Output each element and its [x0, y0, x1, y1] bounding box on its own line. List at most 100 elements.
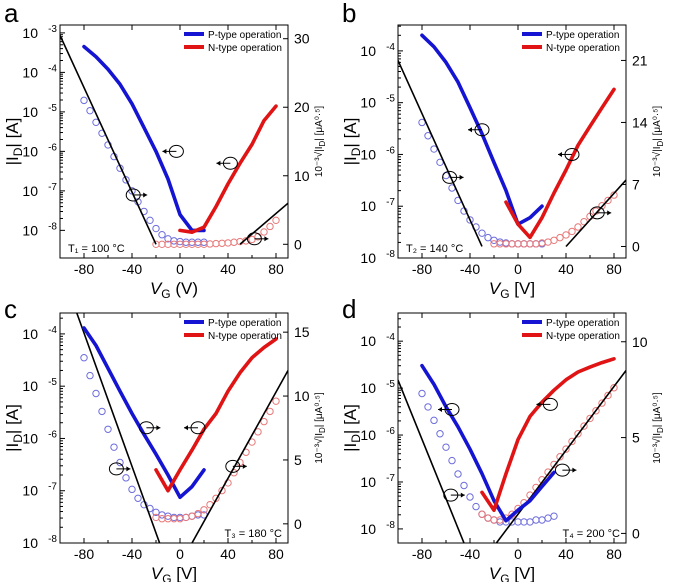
- sqrt-point: [218, 486, 226, 495]
- x-axis-label: VG [V]: [489, 279, 535, 301]
- y2-axis-label: 10⁻³√|ID| [μA⁰·⁵]: [313, 392, 327, 463]
- y-tick-exponent: -6: [48, 142, 57, 153]
- x-tick-label: -40: [460, 546, 480, 562]
- x-tick-label: -80: [412, 261, 432, 277]
- y-tick-exponent: -6: [386, 426, 395, 437]
- sqrt-point: [472, 502, 480, 511]
- x-tick-label: 40: [558, 546, 574, 562]
- sqrt-point: [110, 443, 118, 451]
- marker-arrow-head: [143, 192, 148, 198]
- sqrt-point: [532, 516, 540, 524]
- sqrt-point: [484, 233, 492, 242]
- y2-tick-label: 10: [632, 334, 648, 350]
- sqrt-point: [550, 512, 558, 520]
- x-tick-label: 0: [514, 546, 522, 562]
- sqrt-point: [224, 239, 232, 247]
- legend-label: P-type operation: [546, 318, 619, 329]
- legend-label: P-type operation: [208, 318, 281, 329]
- legend-label: N-type operation: [208, 43, 282, 54]
- x-tick-label: -80: [74, 261, 94, 277]
- y-tick-exponent: -5: [48, 103, 57, 114]
- sqrt-point: [526, 518, 534, 526]
- plot-frame: [397, 24, 627, 259]
- sqrt-point: [478, 229, 486, 237]
- sqrt-point: [266, 222, 274, 231]
- sqrt-point: [98, 407, 106, 416]
- y-tick-exponent: -8: [48, 221, 57, 232]
- temperature-label: T₄ = 200 °C: [563, 528, 621, 540]
- y-tick-label: 10: [22, 535, 38, 551]
- panel-label: c: [4, 294, 17, 324]
- y-axis-label: |ID| [A]: [341, 404, 363, 452]
- sqrt-point: [152, 508, 160, 517]
- y-tick-label: 10: [22, 483, 38, 499]
- sqrt-point: [466, 216, 474, 224]
- x-tick-label: -40: [122, 546, 142, 562]
- y2-tick-label: 30: [294, 31, 310, 47]
- sqrt-point: [206, 240, 214, 248]
- marker-arrow-head: [558, 151, 562, 157]
- y2-tick-label: 0: [632, 238, 640, 254]
- axis-marker: [225, 459, 247, 473]
- sqrt-point: [544, 238, 552, 246]
- y2-tick-label: 0: [294, 516, 302, 532]
- sqrt-point: [260, 417, 268, 426]
- x-tick-label: -40: [460, 261, 480, 277]
- x-tick-label: 40: [558, 261, 574, 277]
- y-tick-exponent: -4: [386, 42, 395, 53]
- sqrt-point: [128, 485, 136, 494]
- y-tick-label: 10: [360, 250, 376, 266]
- x-tick-label: 0: [514, 261, 522, 277]
- sqrt-point: [568, 437, 576, 446]
- y-tick-exponent: -7: [386, 197, 395, 208]
- series-line: [480, 357, 616, 512]
- x-axis-label: VG [V]: [151, 564, 197, 582]
- y-tick-exponent: -4: [48, 325, 57, 336]
- marker-arrow-head: [184, 425, 188, 431]
- y2-tick-label: 5: [294, 452, 302, 468]
- sqrt-point: [604, 391, 612, 400]
- panel-label: b: [342, 0, 356, 28]
- y-tick-exponent: -4: [386, 332, 395, 343]
- fit-line: [191, 370, 288, 543]
- series-line: [154, 337, 278, 493]
- panel-label: a: [4, 0, 19, 28]
- sqrt-point: [272, 216, 280, 225]
- axis-marker: [442, 170, 464, 184]
- sqrt-point: [80, 354, 88, 362]
- marker-arrow-head: [216, 160, 221, 166]
- y2-axis-label: 10⁻³√|ID| [μA⁰·⁵]: [651, 106, 665, 177]
- marker-arrow-head: [126, 466, 131, 472]
- sqrt-point: [568, 227, 576, 236]
- x-tick-label: 80: [606, 261, 622, 277]
- sqrt-point: [158, 515, 166, 523]
- axis-marker: [468, 123, 490, 137]
- y-tick-label: 10: [22, 143, 38, 159]
- sqrt-point: [610, 384, 618, 392]
- y2-axis-label: 10⁻³√|ID| [μA⁰·⁵]: [651, 392, 665, 463]
- y-axis-label: |ID| [A]: [341, 118, 363, 166]
- y-tick-label: 10: [360, 380, 376, 396]
- fit-line: [398, 379, 465, 543]
- sqrt-point: [454, 470, 462, 478]
- y2-tick-label: 10: [294, 388, 310, 404]
- y-tick-exponent: -6: [386, 145, 395, 156]
- y2-tick-label: 7: [632, 176, 640, 192]
- y2-tick-label: 0: [294, 236, 302, 252]
- sqrt-point: [92, 389, 100, 398]
- sqrt-point: [248, 235, 256, 244]
- axis-marker: [554, 463, 577, 477]
- y-tick-label: 10: [22, 25, 38, 41]
- axis-marker: [443, 488, 465, 502]
- temperature-label: T₂ = 140 °C: [406, 243, 463, 255]
- series-line: [82, 44, 206, 233]
- sqrt-point: [520, 240, 528, 248]
- y-tick-exponent: -3: [48, 24, 57, 35]
- x-tick-label: 40: [220, 546, 236, 562]
- y2-tick-label: 15: [294, 324, 310, 340]
- sqrt-point: [272, 397, 280, 405]
- sqrt-point: [556, 453, 564, 461]
